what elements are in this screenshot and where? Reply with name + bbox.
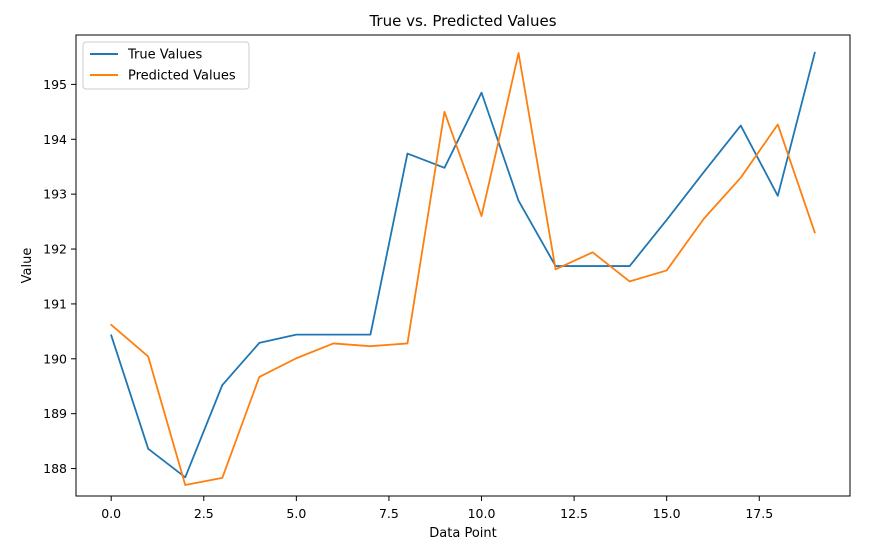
x-tick-label: 7.5: [379, 506, 399, 521]
x-tick-label: 15.0: [653, 506, 681, 521]
series-line-predicted-values: [110, 52, 816, 486]
y-tick-label: 195: [43, 77, 67, 92]
plot-lines: [110, 51, 816, 486]
legend-label-predicted-values: Predicted Values: [128, 69, 236, 84]
x-tick-label: 2.5: [194, 506, 214, 521]
x-tick-label: 5.0: [286, 506, 306, 521]
x-axis-ticks: 0.0 2.5 5.0 7.5 10.0 12.5 15.0 17.5: [101, 496, 773, 521]
x-tick-label: 10.0: [468, 506, 496, 521]
legend-box: [82, 41, 250, 90]
legend: True Values Predicted Values: [82, 41, 250, 90]
y-tick-label: 192: [43, 242, 67, 257]
legend-label-true-values: True Values: [127, 48, 202, 63]
y-tick-label: 194: [43, 132, 67, 147]
y-tick-label: 189: [43, 406, 67, 421]
y-axis-ticks: 188 189 190 191 192 193 194 195: [43, 77, 76, 476]
y-tick-label: 190: [43, 351, 67, 366]
chart-title: True vs. Predicted Values: [368, 12, 556, 30]
x-tick-label: 12.5: [560, 506, 588, 521]
y-tick-label: 191: [43, 296, 67, 311]
axes-frame: [75, 34, 851, 497]
x-axis-label: Data Point: [429, 526, 496, 541]
y-tick-label: 193: [43, 187, 67, 202]
x-tick-label: 17.5: [745, 506, 773, 521]
series-line-true-values: [110, 51, 816, 479]
y-tick-label: 188: [43, 461, 67, 476]
x-tick-label: 0.0: [101, 506, 121, 521]
y-axis-label: Value: [20, 248, 35, 284]
